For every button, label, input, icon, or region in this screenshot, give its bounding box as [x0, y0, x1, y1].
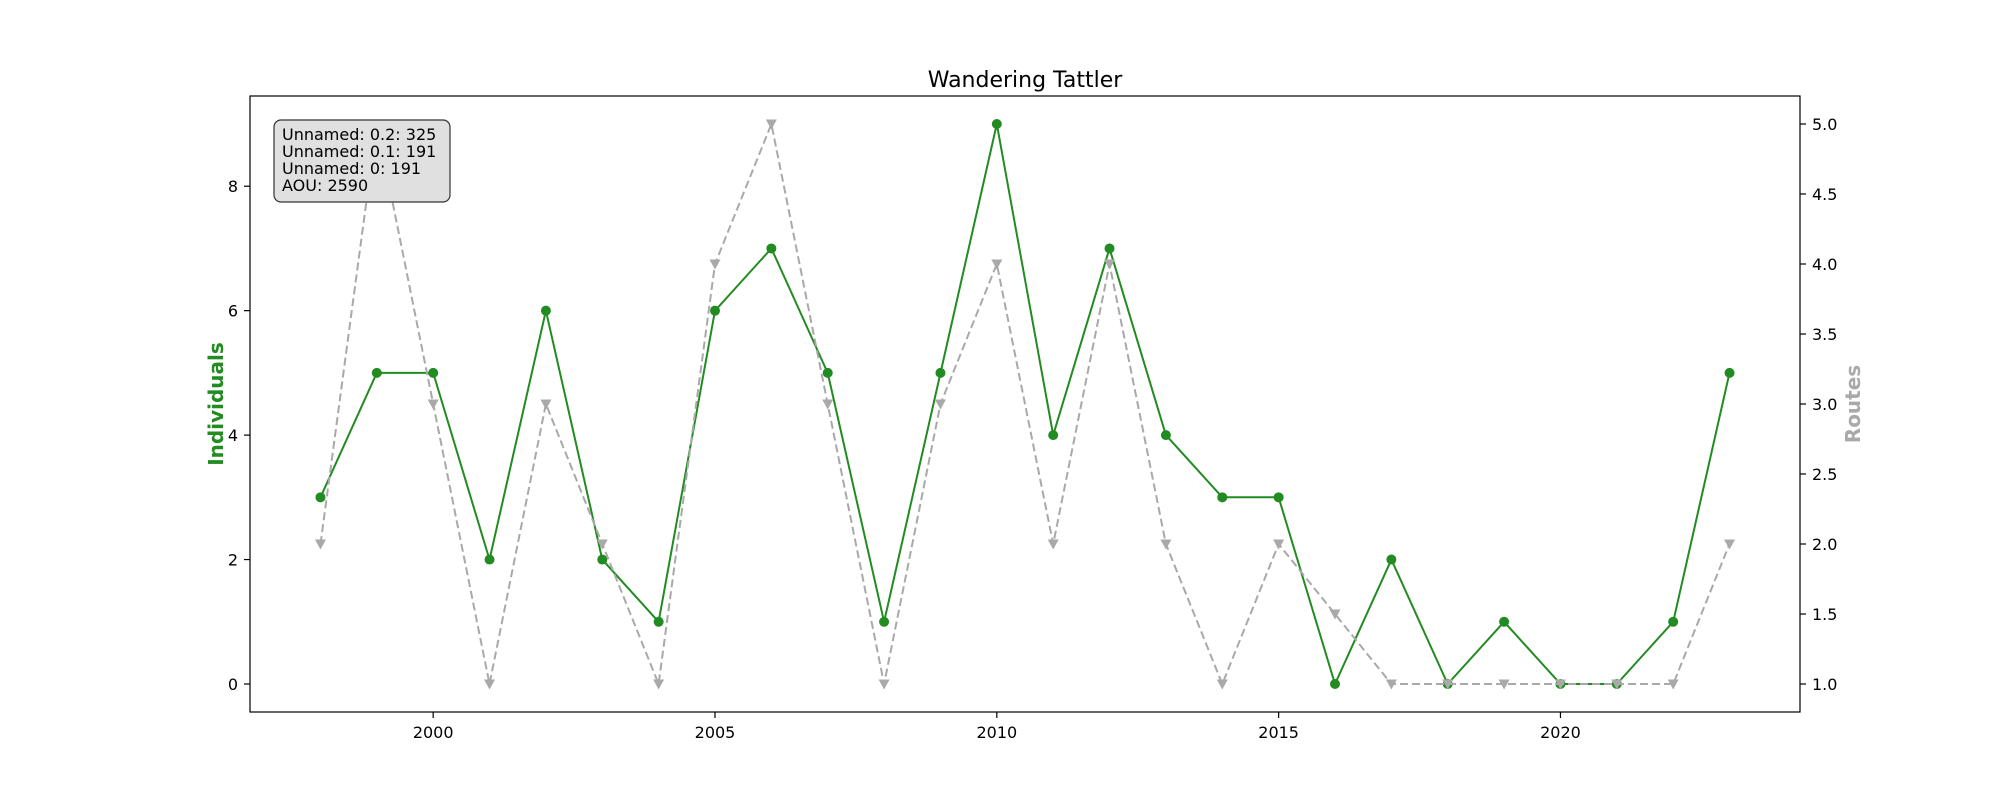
data-point-routes: [1273, 539, 1285, 550]
annotation-line: Unnamed: 0.2: 325: [282, 125, 436, 144]
data-point-routes: [1724, 539, 1736, 550]
data-point-individuals: [428, 367, 439, 378]
x-tick-label: 2010: [976, 723, 1017, 742]
data-point-routes: [540, 399, 552, 410]
data-point-individuals: [991, 119, 1002, 129]
data-point-individuals: [1330, 679, 1340, 689]
y-tick-label-right: 3.5: [1812, 325, 1837, 344]
data-point-routes: [709, 259, 721, 270]
y-axis-left: 0 2 4 6 8: [228, 177, 250, 694]
data-point-individuals: [1104, 243, 1115, 254]
data-point-routes: [427, 399, 439, 410]
y-tick-label-left: 0: [228, 675, 238, 694]
data-point-routes: [1385, 679, 1397, 690]
data-point-routes: [1329, 609, 1341, 620]
data-point-individuals: [1217, 492, 1228, 503]
data-point-routes: [1442, 679, 1454, 690]
data-point-individuals: [935, 367, 946, 378]
data-point-routes: [653, 679, 665, 690]
data-point-individuals: [879, 616, 890, 627]
annotation-line: Unnamed: 0.1: 191: [282, 142, 436, 161]
y-tick-label-right: 2.0: [1812, 535, 1837, 554]
x-tick-label: 2000: [413, 723, 454, 742]
y-tick-label-right: 5.0: [1812, 115, 1837, 134]
chart-title: Wandering Tattler: [928, 68, 1124, 93]
y-tick-label-right: 3.0: [1812, 395, 1837, 414]
y-tick-label-left: 4: [228, 426, 238, 445]
plot-area: [314, 119, 1736, 690]
data-point-individuals: [1273, 492, 1284, 503]
data-point-individuals: [766, 243, 777, 254]
y-tick-label-left: 8: [228, 177, 238, 196]
y-tick-label-right: 2.5: [1812, 465, 1837, 484]
data-point-individuals: [315, 492, 326, 503]
data-point-routes: [765, 119, 777, 130]
data-point-routes: [1104, 259, 1116, 270]
y-tick-label-right: 4.5: [1812, 185, 1837, 204]
data-point-individuals: [653, 616, 664, 627]
data-point-individuals: [1724, 367, 1735, 378]
data-point-routes: [596, 539, 608, 550]
annotation-box-background: [273, 119, 451, 203]
y-axis-label-right: Routes: [1841, 365, 1865, 443]
data-point-individuals: [1386, 554, 1397, 565]
series-line-individuals: [319, 123, 1731, 687]
data-point-individuals: [710, 305, 720, 316]
y-axis-label-left: Individuals: [204, 342, 228, 466]
data-point-routes: [1160, 539, 1172, 550]
data-point-routes: [1216, 679, 1228, 690]
data-point-routes: [878, 679, 890, 690]
x-tick-label: 2015: [1258, 723, 1299, 742]
y-axis-right: 1.0 1.5 2.0 2.5 3.0 3.5 4.0 4.5 5.0: [1800, 115, 1837, 694]
data-point-routes: [1498, 679, 1510, 690]
data-point-routes: [822, 399, 834, 410]
data-point-routes: [934, 399, 946, 410]
data-point-routes: [1047, 539, 1059, 550]
data-point-routes: [1554, 679, 1566, 690]
y-tick-label-left: 2: [228, 551, 238, 570]
data-point-individuals: [540, 305, 551, 316]
annotation-box: Unnamed: 0.2: 325 Unnamed: 0.1: 191 Unna…: [273, 119, 451, 203]
x-tick-label: 2020: [1540, 723, 1581, 742]
data-point-routes: [314, 539, 326, 550]
y-tick-label-left: 6: [228, 302, 238, 321]
series-line-routes: [319, 120, 1731, 688]
x-axis: 2000 2005 2010 2015 2020: [413, 712, 1581, 742]
x-tick-label: 2005: [695, 723, 736, 742]
data-point-routes: [1667, 679, 1679, 690]
data-point-individuals: [1668, 616, 1679, 627]
data-point-individuals: [484, 554, 495, 565]
data-point-routes: [484, 679, 496, 690]
annotation-line: Unnamed: 0: 191: [282, 159, 421, 178]
data-point-individuals: [1160, 430, 1171, 441]
y-tick-label-right: 1.0: [1812, 675, 1837, 694]
data-point-routes: [1611, 679, 1623, 690]
y-tick-label-right: 1.5: [1812, 605, 1837, 624]
data-point-individuals: [822, 367, 833, 378]
y-tick-label-right: 4.0: [1812, 255, 1837, 274]
data-point-individuals: [1499, 616, 1510, 627]
data-point-routes: [991, 259, 1003, 270]
data-point-individuals: [1048, 430, 1059, 441]
data-point-individuals: [371, 367, 382, 378]
annotation-line: AOU: 2590: [282, 176, 368, 195]
data-point-individuals: [597, 554, 608, 565]
